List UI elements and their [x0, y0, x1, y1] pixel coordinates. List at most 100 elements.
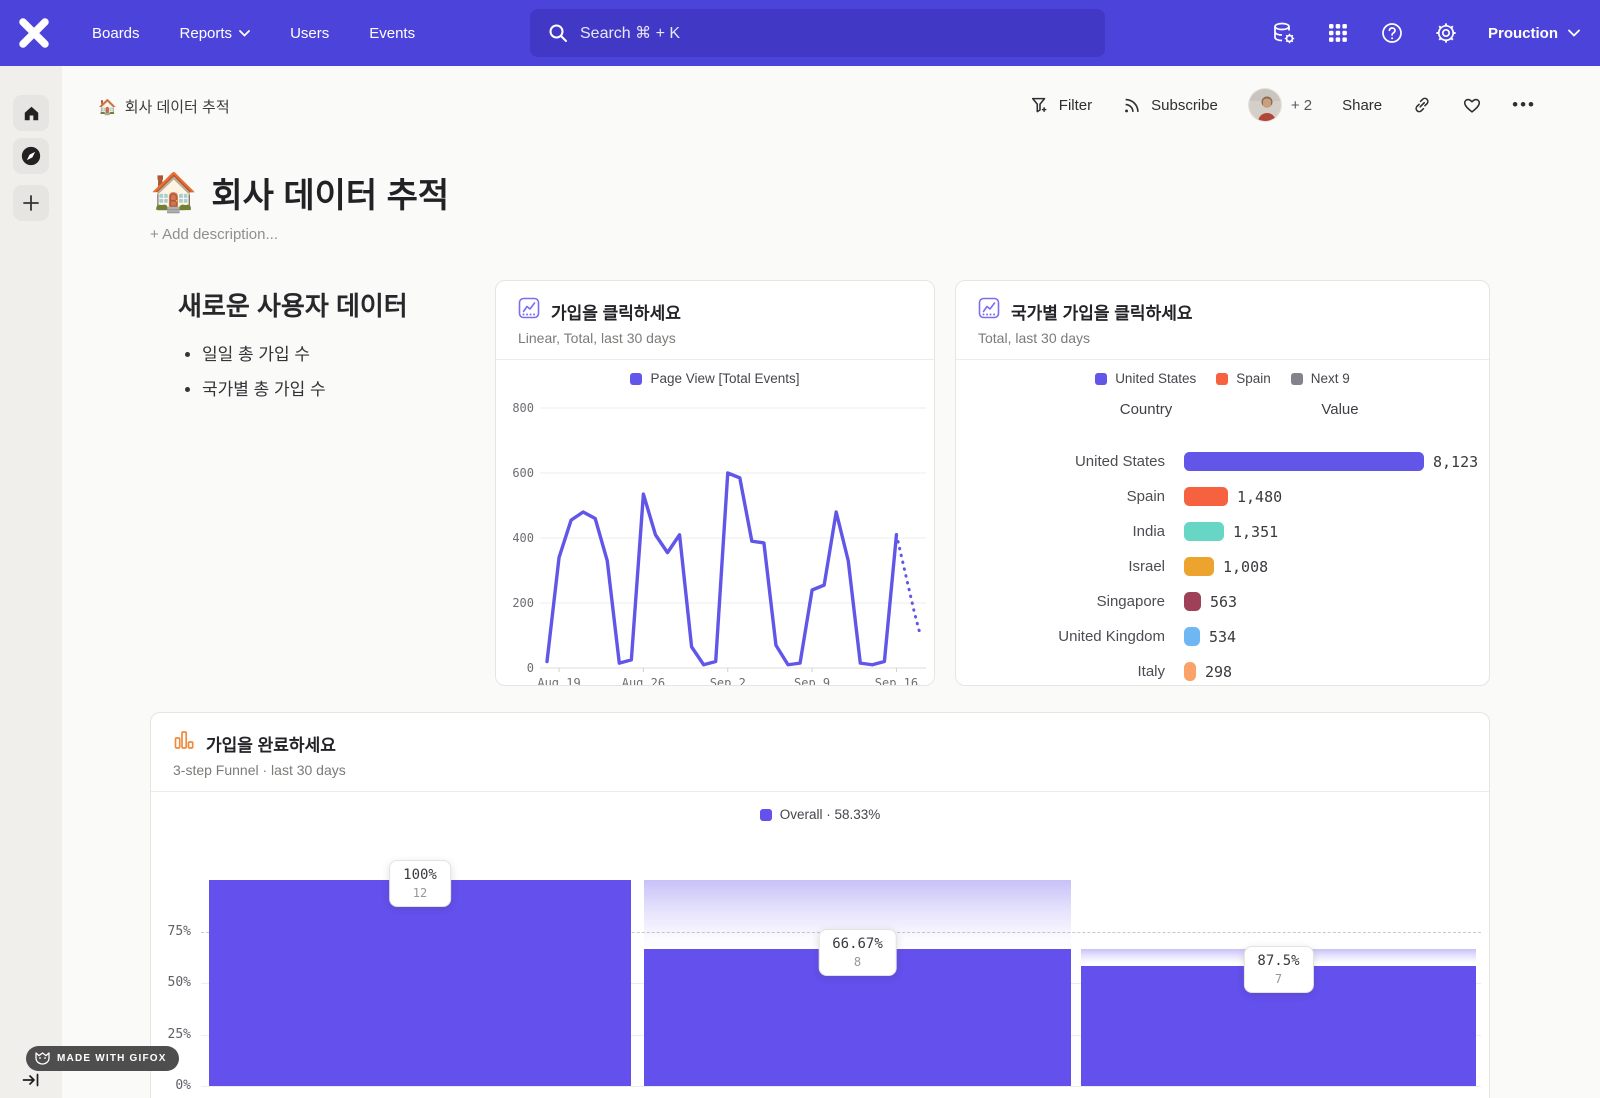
chart-legend: Overall · 58.33% [151, 807, 1489, 822]
project-name: Prouction [1488, 24, 1558, 42]
collaborators[interactable]: + 2 [1247, 88, 1313, 122]
share-button[interactable]: Share [1342, 96, 1383, 114]
board-title[interactable]: 회사 데이터 추적 [211, 177, 450, 215]
legend-item[interactable]: Page View [Total Events] [630, 371, 800, 386]
favorite-button[interactable] [1462, 95, 1482, 115]
legend-item[interactable]: Overall · 58.33% [759, 807, 881, 822]
country-bar[interactable] [1184, 627, 1200, 646]
country-bar[interactable] [1184, 557, 1214, 576]
line-chart-card[interactable]: 가입을 클릭하세요 Linear, Total, last 30 days Pa… [495, 280, 935, 686]
legend-swatch [1095, 372, 1108, 385]
country-row[interactable]: United Kingdom 534 [956, 619, 1489, 654]
chevron-down-icon [239, 29, 250, 37]
board-actions: Filter Subscribe + 2 Share ••• [1030, 88, 1536, 122]
funnel-step-label: 87.5% 7 [1243, 945, 1314, 993]
search-input[interactable]: Search ⌘ + K [530, 9, 1105, 57]
nav-item-users[interactable]: Users [290, 24, 330, 42]
more-options-button[interactable]: ••• [1512, 95, 1536, 114]
country-value: 563 [1210, 592, 1238, 611]
divider [151, 791, 1489, 792]
funnel-step-pct: 100% [403, 867, 437, 883]
settings-gear-icon[interactable] [1434, 21, 1458, 45]
home-icon[interactable] [13, 95, 49, 131]
gifox-badge[interactable]: MADE WITH GIFOX [26, 1046, 179, 1071]
country-value: 8,123 [1433, 452, 1479, 471]
country-value: 534 [1209, 627, 1237, 646]
country-row[interactable]: Spain 1,480 [956, 479, 1489, 514]
copy-link-button[interactable] [1412, 95, 1432, 115]
funnel-step-count: 12 [412, 886, 428, 900]
country-row[interactable]: United States 8,123 [956, 444, 1489, 479]
help-icon[interactable] [1380, 21, 1404, 45]
legend-label: Next 9 [1310, 371, 1350, 386]
line-chart-plot[interactable]: 0 200 400 600 800 Aug 19 Aug 26 Sep 2 Sep 9 Sep 1… [502, 385, 930, 686]
country-bar[interactable] [1184, 522, 1224, 541]
country-row[interactable]: India 1,351 [956, 514, 1489, 549]
left-sidebar [0, 66, 62, 1098]
country-row[interactable]: Israel 1,008 [956, 549, 1489, 584]
plus-icon[interactable] [13, 185, 49, 221]
bullet-item: 일일 총 가입 수 [202, 340, 326, 365]
nav-item-boards[interactable]: Boards [92, 24, 140, 42]
compass-icon[interactable] [13, 138, 49, 174]
country-bar[interactable] [1184, 662, 1196, 681]
card-title: 국가별 가입을 클릭하세요 [1011, 304, 1193, 323]
breadcrumb-label: 회사 데이터 추적 [124, 99, 230, 116]
apps-grid-icon[interactable] [1326, 21, 1350, 45]
text-widget-heading: 새로운 사용자 데이터 [178, 291, 408, 321]
country-bar-card[interactable]: 국가별 가입을 클릭하세요 Total, last 30 days United… [955, 280, 1490, 686]
data-management-icon[interactable] [1272, 21, 1296, 45]
rss-icon [1125, 98, 1139, 113]
country-row[interactable]: Singapore 563 [956, 584, 1489, 619]
country-bar[interactable] [1184, 452, 1424, 471]
mixpanel-logo-icon[interactable] [17, 16, 51, 50]
card-subtitle: Total, last 30 days [978, 330, 1091, 346]
legend-swatch [759, 808, 772, 821]
funnel-step-count: 8 [853, 954, 862, 969]
board-emoji: 🏠 [98, 98, 117, 116]
legend-item[interactable]: Spain [1216, 371, 1271, 386]
project-switcher[interactable]: Prouction [1488, 25, 1580, 42]
column-header-value: Value [1321, 401, 1359, 418]
fox-icon [35, 1052, 50, 1065]
country-row[interactable]: Italy 298 [956, 654, 1489, 685]
svg-text:Sep 2: Sep 2 [710, 676, 746, 686]
country-bar[interactable] [1184, 592, 1201, 611]
nav-item-reports[interactable]: Reports [180, 25, 251, 42]
line-chart-icon [978, 297, 1000, 319]
funnel-step-label: 100% 12 [389, 860, 451, 907]
collaborators-more: + 2 [1290, 96, 1313, 114]
svg-text:Aug 19: Aug 19 [537, 676, 580, 686]
funnel-step-count: 7 [1274, 971, 1283, 986]
country-bar[interactable] [1184, 487, 1228, 506]
collapse-sidebar-icon[interactable] [22, 1072, 40, 1088]
line-chart-icon [518, 297, 540, 319]
funnel-bar[interactable] [209, 880, 631, 1086]
country-label: Spain [1126, 488, 1165, 505]
breadcrumb[interactable]: 🏠 회사 데이터 추적 [98, 96, 230, 117]
funnel-card[interactable]: 가입을 완료하세요 3-step Funnel · last 30 days O… [150, 712, 1490, 1098]
country-rows: United States 8,123 Spain 1,480 India 1,351 Is… [956, 444, 1489, 685]
funnel-step-pct: 87.5% [1257, 952, 1300, 969]
page-title: 🏠 회사 데이터 추적 [150, 168, 449, 217]
funnel-ytick-label: 25% [167, 1026, 191, 1042]
avatar [1247, 88, 1282, 122]
legend-item[interactable]: United States [1095, 371, 1196, 386]
add-description-button[interactable]: + Add description... [150, 226, 278, 243]
funnel-step-pct: 66.67% [832, 935, 883, 952]
svg-text:Aug 26: Aug 26 [622, 676, 665, 686]
funnel-plus-icon [1031, 97, 1047, 113]
svg-text:0: 0 [527, 661, 534, 675]
subscribe-button[interactable]: Subscribe [1122, 95, 1218, 115]
filter-button[interactable]: Filter [1030, 95, 1092, 115]
legend-label: Overall · 58.33% [779, 807, 881, 822]
nav-item-events[interactable]: Events [369, 24, 416, 42]
text-widget-bullets: 일일 총 가입 수 국가별 총 가입 수 [202, 340, 326, 410]
top-nav: Boards Reports Users Events Search ⌘ + K [0, 0, 1600, 66]
legend-item[interactable]: Next 9 [1290, 371, 1350, 386]
country-label: United Kingdom [1058, 628, 1165, 645]
funnel-ytick-label: 50% [167, 975, 191, 990]
svg-text:Sep 16: Sep 16 [875, 676, 918, 686]
chart-legend: Page View [Total Events] [496, 371, 934, 386]
